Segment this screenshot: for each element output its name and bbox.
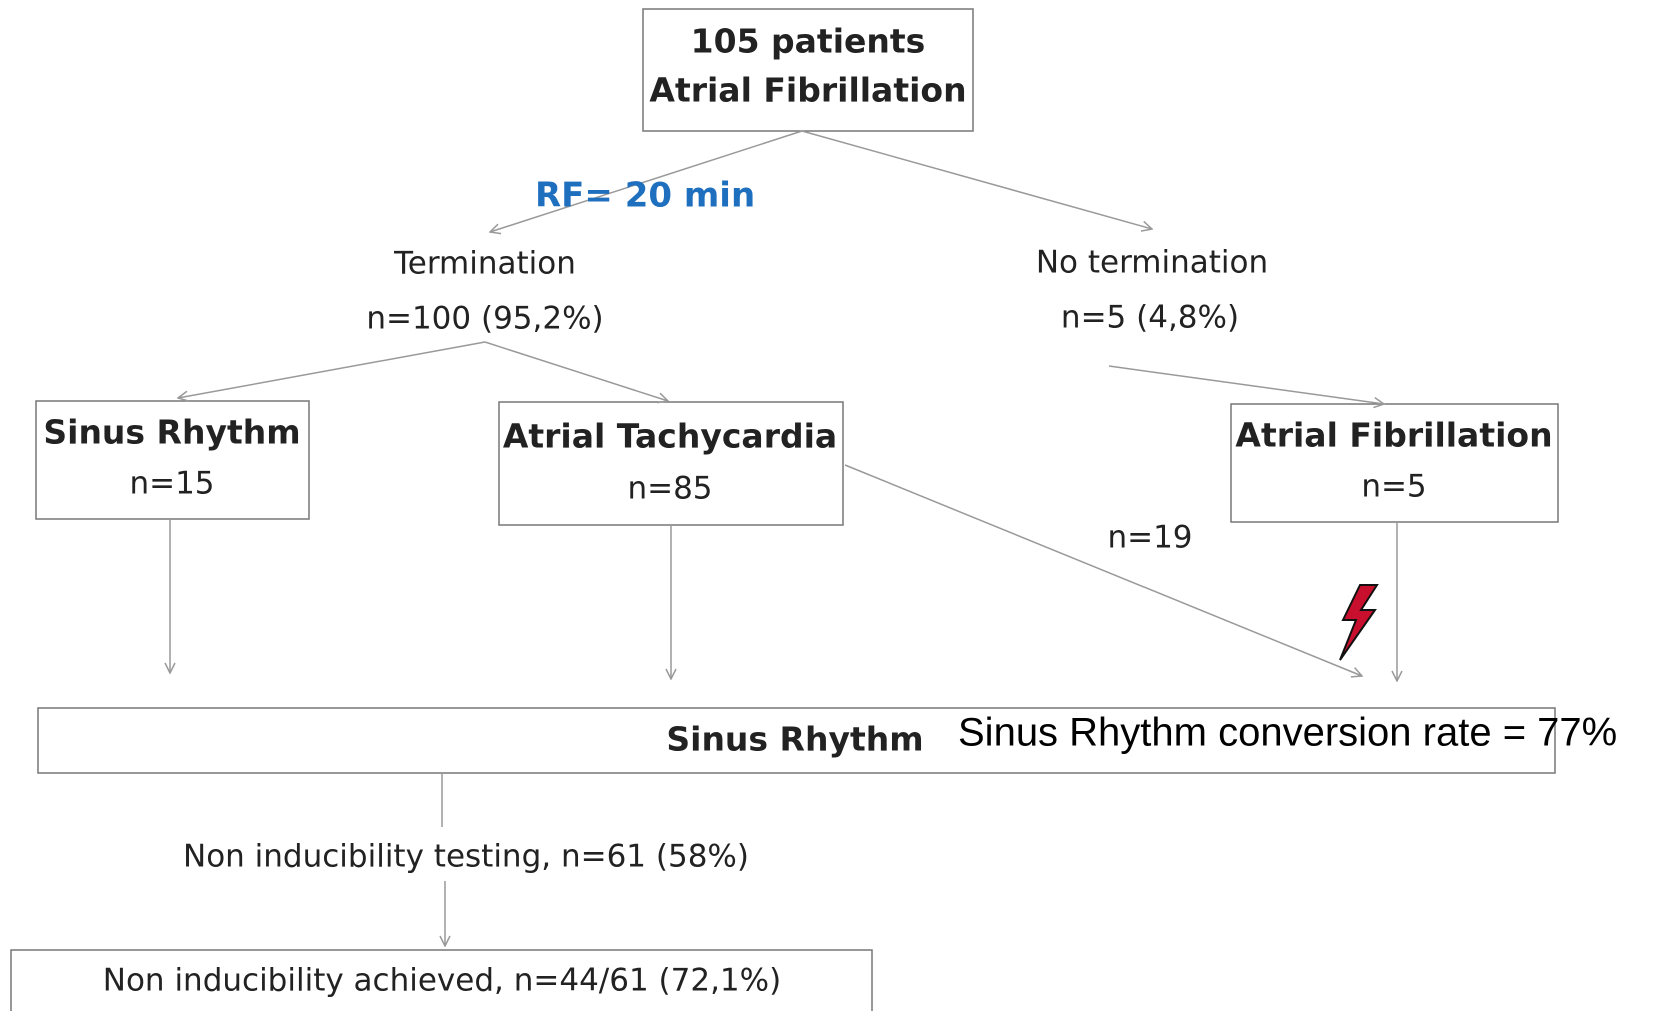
arrow (1108, 365, 1384, 404)
node-text: No termination (1036, 245, 1268, 281)
node-text: n=5 (1361, 469, 1426, 505)
arrow (844, 464, 1362, 676)
node-text: Non inducibility achieved, n=44/61 (72,1… (103, 963, 781, 999)
arrow (484, 341, 668, 401)
rf-label: RF= 20 min (535, 176, 755, 216)
arrow (178, 341, 486, 398)
node-text: n=100 (95,2%) (366, 301, 603, 337)
node-text: Atrial Tachycardia (503, 417, 837, 456)
node-text: 105 patients (691, 22, 926, 61)
achieved-box (10, 949, 873, 1011)
tachy-box (498, 401, 844, 526)
arrow (490, 130, 803, 232)
start-box (642, 8, 974, 132)
n19-label: n=19 (1107, 520, 1192, 556)
node-text: Sinus Rhythm (43, 413, 300, 452)
node-text: Sinus Rhythm (666, 720, 923, 759)
node-text: n=85 (627, 471, 712, 507)
conversion-label: Sinus Rhythm conversion rate = 77% (958, 711, 1617, 755)
shock-icon (1339, 584, 1379, 661)
node-text: n=15 (129, 466, 214, 502)
node-text: Atrial Fibrillation (649, 71, 966, 110)
node-text: n=5 (4,8%) (1061, 300, 1239, 336)
af-box (1230, 403, 1559, 523)
node-text: Atrial Fibrillation (1235, 416, 1552, 455)
node-text: Non inducibility testing, n=61 (58%) (183, 839, 749, 875)
sinus-result-box (37, 707, 1556, 774)
arrow (801, 130, 1152, 229)
node-text: Termination (393, 246, 576, 282)
sinus-box (35, 400, 310, 520)
